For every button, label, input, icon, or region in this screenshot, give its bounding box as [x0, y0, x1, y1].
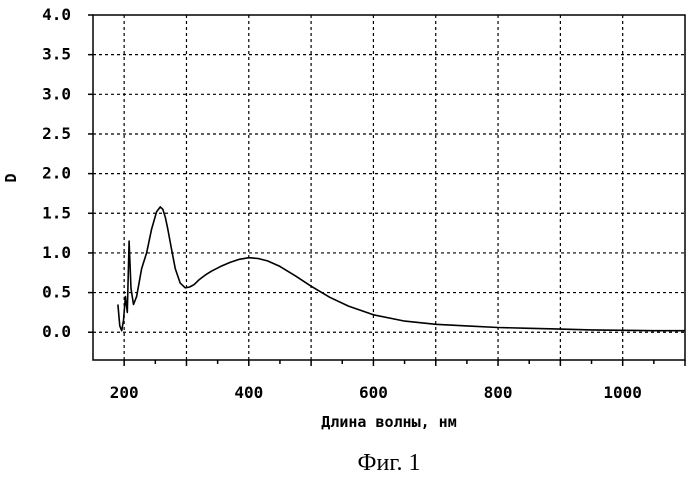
- x-tick-label: 1000: [603, 383, 642, 402]
- y-tick-label: 0.5: [42, 283, 71, 302]
- x-axis-label: Длина волны, нм: [321, 413, 456, 431]
- y-axis-label: D: [2, 173, 20, 182]
- plot-frame: [93, 15, 685, 360]
- y-tick-label: 1.5: [42, 203, 71, 222]
- tick-marks: [88, 15, 685, 366]
- y-tick-label: 0.0: [42, 322, 71, 341]
- x-tick-labels: 200 400 600 800 1000: [110, 383, 642, 402]
- series-line: [118, 207, 685, 331]
- y-tick-label: 3.0: [42, 84, 71, 103]
- y-tick-label: 2.0: [42, 164, 71, 183]
- y-tick-label: 1.0: [42, 243, 71, 262]
- grid: [93, 15, 685, 360]
- x-tick-label: 600: [359, 383, 388, 402]
- x-tick-label: 200: [110, 383, 139, 402]
- y-tick-label: 4.0: [42, 5, 71, 24]
- figure-caption: Фиг. 1: [358, 450, 421, 476]
- y-tick-labels: 0.0 0.5 1.0 1.5 2.0 2.5 3.0 3.5 4.0: [42, 5, 71, 341]
- x-tick-label: 800: [484, 383, 513, 402]
- y-tick-label: 2.5: [42, 124, 71, 143]
- x-tick-label: 400: [234, 383, 263, 402]
- y-tick-label: 3.5: [42, 45, 71, 64]
